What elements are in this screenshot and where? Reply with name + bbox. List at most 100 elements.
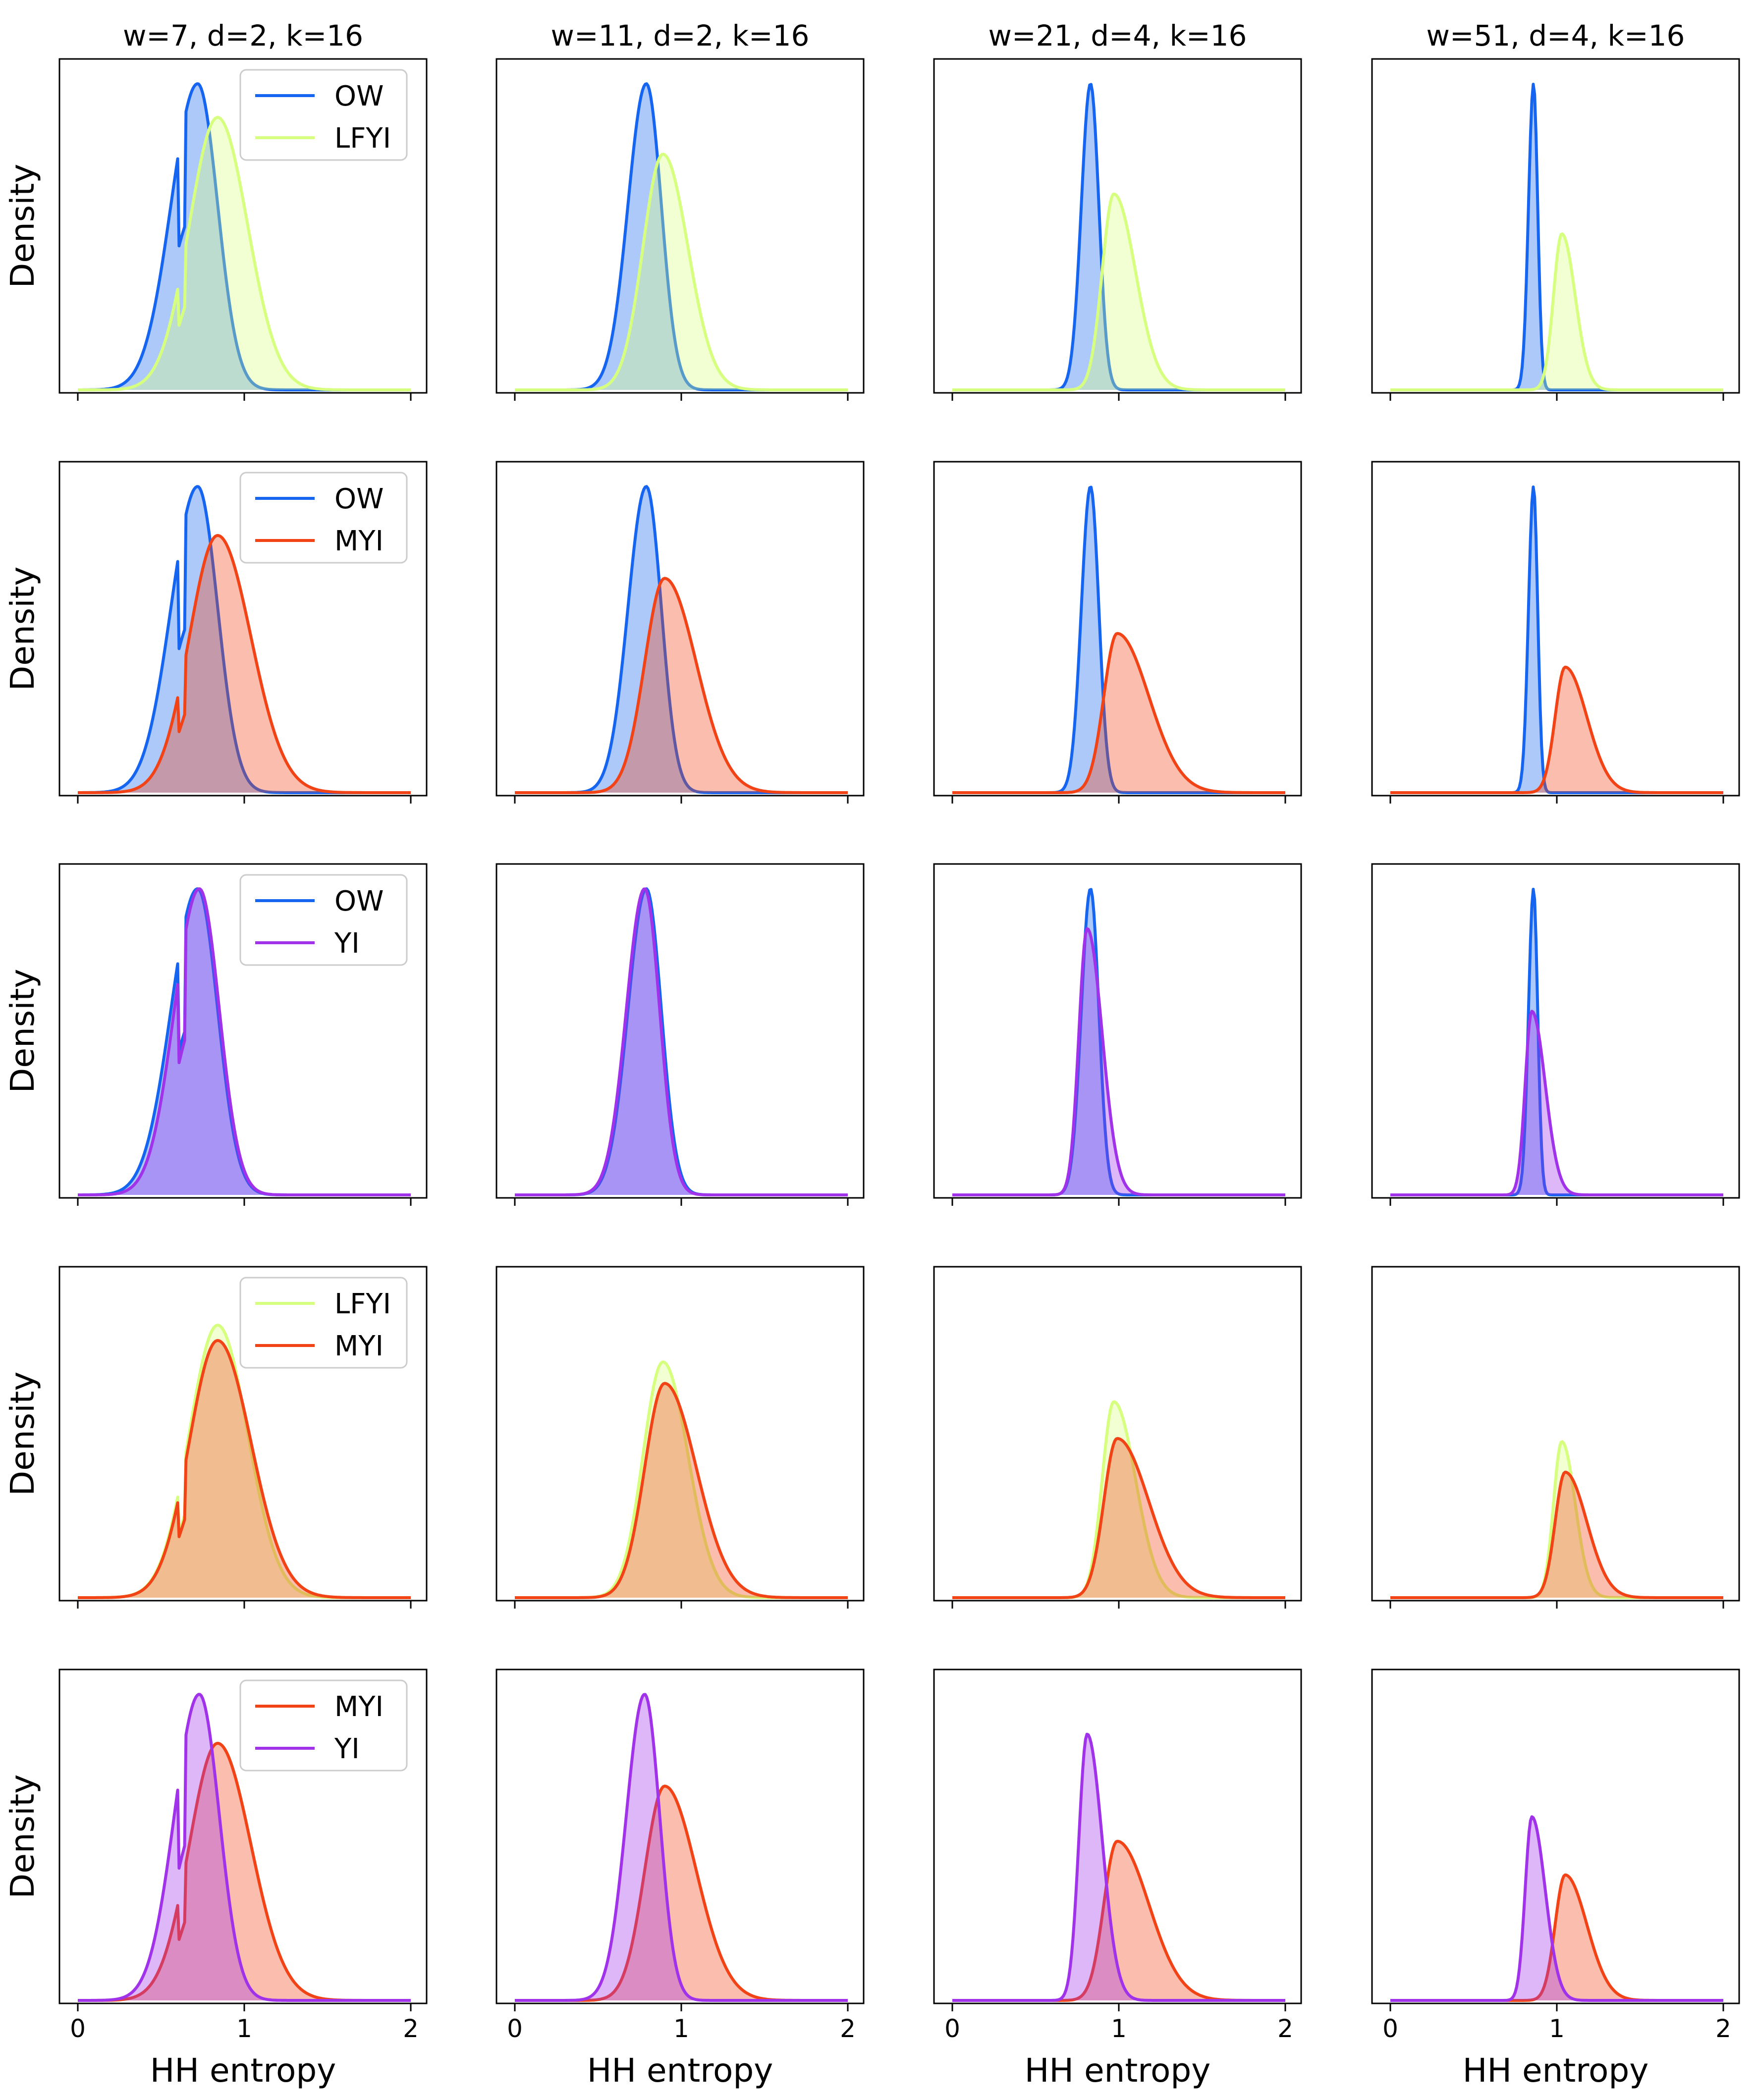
line-yi [514, 1693, 848, 2002]
line-myi [1390, 665, 1724, 794]
legend: OW LFYI [239, 69, 408, 161]
area-ow [78, 889, 411, 1195]
area-lfyi [1390, 234, 1723, 390]
x-axis-label: HH entropy [587, 2051, 773, 2090]
x-axis-label: HH entropy [150, 2051, 336, 2090]
area-myi [952, 1841, 1285, 2000]
axes-frame [58, 1266, 428, 1602]
panel-r1-c1: w=7, d=2, k=16 Density OW LFYI [3, 19, 428, 401]
panel-r4-c1: Density LFYI MYI [3, 1266, 428, 1609]
panel-r5-c4: 0 1 2 HH entropy [1371, 1669, 1740, 2090]
legend: OW YI [239, 874, 408, 966]
line-myi [1390, 1470, 1724, 1599]
column-title: w=51, d=4, k=16 [1427, 19, 1685, 53]
area-lfyi [78, 117, 411, 390]
axes-frame [495, 58, 865, 394]
area-lfyi [515, 1362, 848, 1598]
panel-r2-c4 [1371, 461, 1740, 804]
axes-frame [933, 58, 1302, 394]
y-axis-label: Density [3, 1372, 42, 1496]
x-axis-label: HH entropy [1025, 2051, 1211, 2090]
line-yi [952, 1732, 1286, 2002]
axes-frame [58, 461, 428, 797]
x-tick-label: 1 [236, 2014, 252, 2043]
area-ow [515, 889, 848, 1195]
panel-r1-c4: w=51, d=4, k=16 [1371, 19, 1740, 401]
line-yi [1390, 1010, 1724, 1196]
area-lfyi [515, 154, 848, 390]
y-axis-label: Density [3, 969, 42, 1093]
area-yi [515, 889, 848, 1195]
axes-frame [58, 1669, 428, 2004]
area-lfyi [952, 194, 1285, 390]
line-lfyi [952, 192, 1286, 391]
panel-r3-c4 [1371, 863, 1740, 1206]
line-myi [952, 632, 1286, 794]
legend-label: MYI [334, 1330, 384, 1362]
area-ow [952, 889, 1285, 1195]
column-title: w=7, d=2, k=16 [123, 19, 363, 53]
column-title: w=11, d=2, k=16 [551, 19, 810, 53]
panel-r3-c1: Density OW YI [3, 863, 428, 1206]
x-axis-label: HH entropy [1463, 2051, 1649, 2090]
line-ow [1390, 888, 1724, 1196]
line-yi [952, 927, 1286, 1196]
line-ow [952, 888, 1286, 1196]
x-tick-label: 1 [673, 2014, 689, 2043]
line-myi [514, 1382, 848, 1599]
axes-frame [58, 58, 428, 394]
area-myi [1390, 667, 1723, 793]
axes-frame [1371, 1266, 1740, 1602]
legend: LFYI MYI [239, 1277, 408, 1369]
legend-label: MYI [334, 525, 384, 557]
line-ow [514, 887, 848, 1196]
area-myi [1390, 1472, 1723, 1598]
area-lfyi [78, 1325, 411, 1598]
area-myi [952, 633, 1285, 793]
axes-frame [933, 1669, 1302, 2004]
axes-frame [495, 863, 865, 1199]
line-lfyi [77, 116, 411, 391]
area-myi [515, 1786, 848, 2000]
panel-r4-c4 [1371, 1266, 1740, 1609]
panel-r2-c3 [933, 461, 1302, 804]
axes-frame [58, 863, 428, 1199]
area-yi [78, 1694, 411, 2000]
x-tick-label: 1 [1111, 2014, 1127, 2043]
x-tick-label: 1 [1549, 2014, 1565, 2043]
area-lfyi [952, 1401, 1285, 1598]
area-yi [78, 889, 411, 1195]
legend-label: OW [334, 483, 384, 515]
line-yi [77, 887, 411, 1196]
legend-label: OW [334, 80, 384, 112]
area-myi [78, 1743, 411, 2000]
line-lfyi [514, 153, 848, 391]
line-myi [952, 1437, 1286, 1599]
y-axis-label: Density [3, 567, 42, 691]
line-myi [77, 1339, 411, 1599]
area-yi [952, 928, 1285, 1195]
area-ow [78, 486, 411, 793]
panel-r5-c3: 0 1 2 HH entropy [933, 1669, 1302, 2090]
area-ow [78, 84, 411, 390]
panel-r1-c2: w=11, d=2, k=16 [495, 19, 865, 401]
axes-frame [933, 461, 1302, 797]
axes-frame [1371, 1669, 1740, 2004]
x-tick-label: 0 [507, 2014, 523, 2043]
legend: OW MYI [239, 472, 408, 564]
axes-frame [495, 461, 865, 797]
line-myi [514, 577, 848, 794]
axes-frame [495, 1669, 865, 2004]
y-axis-label: Density [3, 1775, 42, 1899]
x-tick-label: 0 [1382, 2014, 1398, 2043]
panel-r2-c2 [495, 461, 865, 804]
panel-r2-c1: Density OW MYI [3, 461, 428, 804]
x-tick-label: 0 [70, 2014, 86, 2043]
area-ow [1390, 889, 1723, 1195]
axes-frame [495, 1266, 865, 1602]
axes-frame [933, 863, 1302, 1199]
area-myi [515, 578, 848, 793]
line-yi [1390, 1815, 1724, 2002]
line-lfyi [1390, 232, 1724, 391]
